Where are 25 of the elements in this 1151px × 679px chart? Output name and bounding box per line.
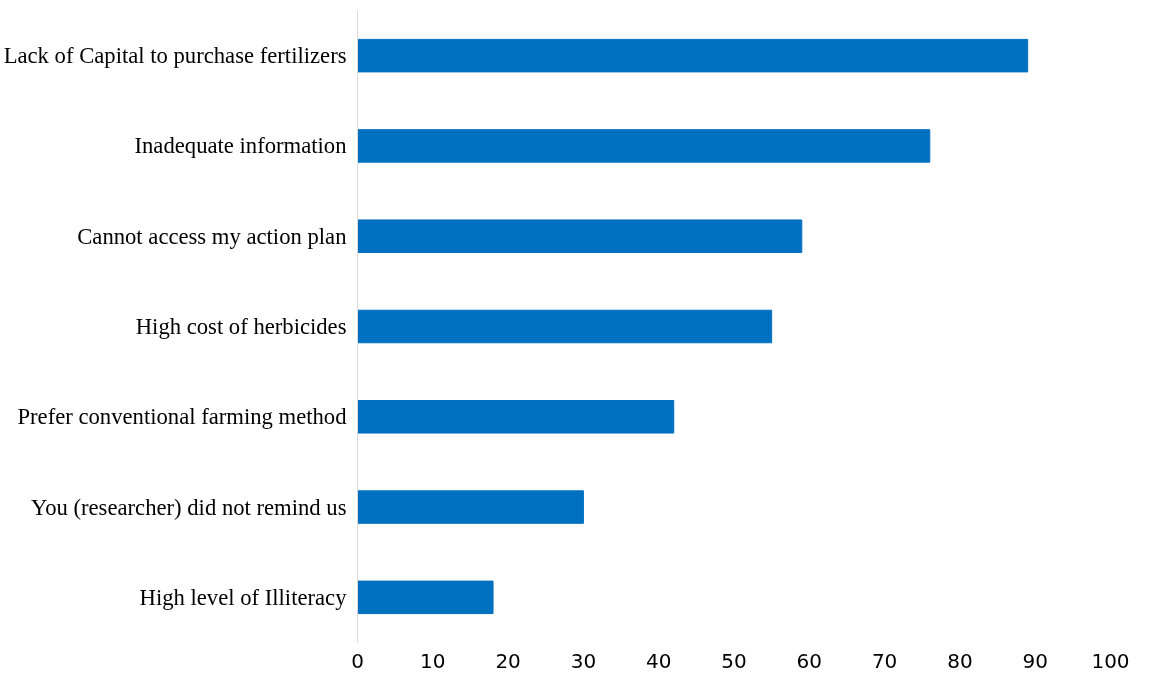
x-tick-label: 70 <box>871 648 898 673</box>
y-tick-label: High cost of herbicides <box>135 314 347 339</box>
x-tick-label: 80 <box>947 648 973 673</box>
x-tick-label: 100 <box>1091 648 1130 673</box>
x-tick-label: 60 <box>796 648 823 673</box>
bar <box>357 490 584 524</box>
y-tick-label: High level of Illiteracy <box>139 584 348 610</box>
bar <box>357 580 494 615</box>
x-tick-label: 90 <box>1022 648 1048 673</box>
x-tick-label: 20 <box>495 648 521 673</box>
bar <box>357 38 1029 73</box>
y-tick-label: You (researcher) did not remind us <box>31 494 347 520</box>
y-tick-label: Lack of Capital to purchase fertilizers <box>3 43 347 69</box>
y-tick-label: Cannot access my action plan <box>77 223 347 249</box>
y-tick-label: Prefer conventional farming method <box>17 404 348 430</box>
x-tick-label: 30 <box>570 648 597 673</box>
bar <box>357 400 675 434</box>
bar <box>357 129 931 163</box>
x-tick-label: 0 <box>351 648 364 673</box>
y-tick-label: Inadequate information <box>134 133 347 159</box>
bar <box>357 219 803 253</box>
x-tick-label: 10 <box>420 648 446 673</box>
x-tick-label: 40 <box>645 648 672 673</box>
bar <box>357 309 773 344</box>
x-tick-label: 50 <box>721 648 747 673</box>
